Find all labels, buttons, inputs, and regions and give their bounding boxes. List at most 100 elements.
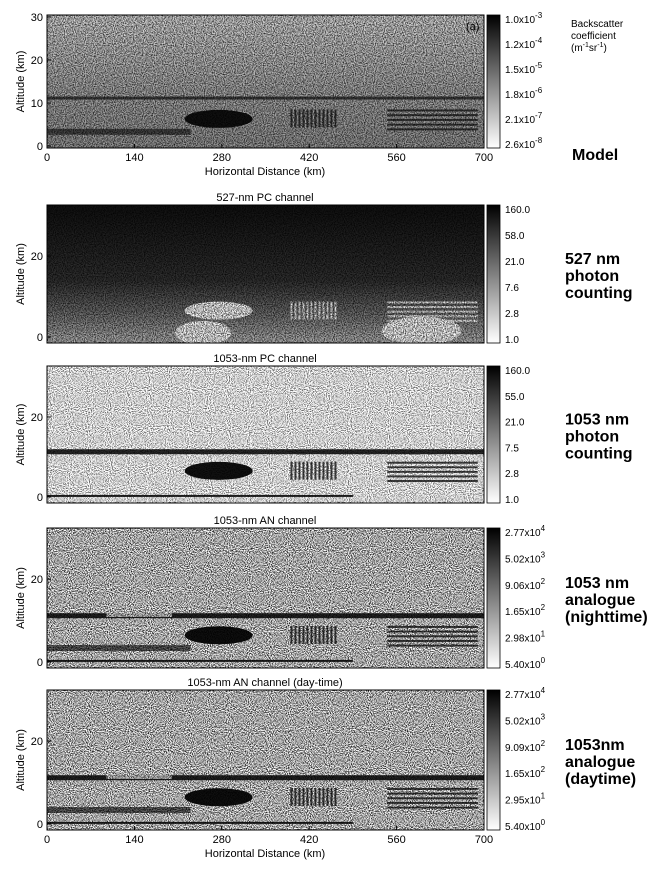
- label-base: 5.02x10: [505, 554, 541, 565]
- label-exponent: 2: [541, 577, 546, 586]
- panel-label: counting: [565, 446, 633, 463]
- label-base: 5.40x10: [505, 660, 541, 671]
- label-base: 1.8x10: [505, 90, 535, 101]
- x-axis-label: Horizontal Distance (km): [205, 848, 325, 860]
- y-tick-label: 30: [31, 12, 43, 24]
- label-exponent: -4: [535, 36, 543, 45]
- colorbar-label: 55.0: [505, 392, 525, 403]
- x-tick-label: 700: [475, 834, 493, 846]
- colorbar-title: coefficient: [571, 31, 616, 42]
- x-tick-label: 560: [387, 152, 405, 164]
- y-tick-label: 20: [31, 55, 43, 67]
- unit-base: (m: [571, 43, 583, 54]
- label-base: 1.2x10: [505, 40, 535, 51]
- label-exponent: 0: [541, 818, 546, 827]
- y-tick-label: 0: [37, 141, 43, 153]
- colorbar-unit: (m-1sr-1): [571, 42, 607, 54]
- colorbar-label: 1.65x102: [505, 603, 546, 618]
- y-axis-label: Altitude (km): [15, 404, 27, 466]
- panel-label: counting: [565, 285, 633, 302]
- colorbar-label: 2.1x10-7: [505, 111, 543, 126]
- colorbar-title: Backscatter: [571, 19, 624, 30]
- y-tick-label: 20: [31, 736, 43, 748]
- label-base: 9.09x10: [505, 743, 541, 754]
- colorbar-label: 2.98x101: [505, 630, 546, 645]
- label-exponent: -8: [535, 136, 543, 145]
- y-tick-label: 10: [31, 98, 43, 110]
- colorbar-label: 9.06x102: [505, 577, 546, 592]
- image: [47, 15, 484, 148]
- noise: [47, 15, 484, 148]
- colorbar-label: 160.0: [505, 205, 530, 216]
- colorbar-label: 5.40x100: [505, 818, 546, 833]
- label-exponent: 4: [541, 686, 546, 695]
- colorbar: [487, 15, 500, 148]
- label-exponent: 1: [541, 630, 546, 639]
- panel-label: 1053 nm: [565, 412, 629, 429]
- label-base: 2.95x10: [505, 796, 541, 807]
- colorbar-label: 2.6x10-8: [505, 136, 543, 151]
- label-base: 1.65x10: [505, 769, 541, 780]
- y-tick-label: 0: [37, 657, 43, 669]
- label-exponent: -6: [535, 86, 543, 95]
- label-base: 1.0x10: [505, 15, 535, 26]
- panel-label: photon: [565, 268, 619, 285]
- label-base: 2.1x10: [505, 115, 535, 126]
- colorbar-label: 1.0x10-3: [505, 11, 543, 26]
- x-axis-label: Horizontal Distance (km): [205, 166, 325, 178]
- x-tick-label: 280: [213, 152, 231, 164]
- label-base: 5.40x10: [505, 822, 541, 833]
- label-exponent: -7: [535, 111, 543, 120]
- panel-title: 1053-nm AN channel (day-time): [187, 677, 342, 689]
- unit-base: ): [603, 43, 606, 54]
- colorbar-label: 7.5: [505, 443, 519, 454]
- image: [47, 690, 484, 830]
- colorbar-label: 7.6: [505, 283, 519, 294]
- label-exponent: 2: [541, 603, 546, 612]
- colorbar-label: 2.77x104: [505, 686, 546, 701]
- noise: [47, 528, 484, 668]
- colorbar-label: 1.2x10-4: [505, 36, 543, 51]
- noise: [47, 205, 484, 343]
- x-tick-label: 0: [44, 152, 50, 164]
- colorbar-label: 1.8x10-6: [505, 86, 543, 101]
- y-tick-label: 20: [31, 412, 43, 424]
- colorbar: [487, 366, 500, 503]
- image: [47, 366, 484, 503]
- figure: 0102030Altitude (km)0140280420560700Hori…: [0, 0, 672, 875]
- colorbar: [487, 205, 500, 343]
- label-exponent: 4: [541, 524, 546, 533]
- y-axis-label: Altitude (km): [15, 51, 27, 113]
- colorbar-label: 1.65x102: [505, 765, 546, 780]
- colorbar-label: 2.95x101: [505, 792, 546, 807]
- label-base: 2.77x10: [505, 690, 541, 701]
- colorbar-label: 1.0: [505, 335, 519, 346]
- y-tick-label: 20: [31, 251, 43, 263]
- colorbar-label: 2.77x104: [505, 524, 546, 539]
- colorbar-label: 5.02x103: [505, 712, 546, 727]
- y-axis-label: Altitude (km): [15, 729, 27, 791]
- panel-label: (daytime): [565, 771, 636, 788]
- colorbar-label: 160.0: [505, 366, 530, 377]
- label-exponent: 3: [541, 550, 546, 559]
- panel-label: 527 nm: [565, 251, 620, 268]
- panel-label: (nighttime): [565, 609, 648, 626]
- colorbar-label: 1.0: [505, 495, 519, 506]
- colorbar-label: 5.02x103: [505, 550, 546, 565]
- colorbar-label: 2.8: [505, 469, 519, 480]
- x-tick-label: 140: [125, 152, 143, 164]
- colorbar: [487, 690, 500, 830]
- label-exponent: 0: [541, 656, 546, 665]
- noise: [47, 366, 484, 503]
- colorbar: [487, 528, 500, 668]
- panel-title: 1053-nm AN channel: [214, 515, 317, 527]
- label-base: 1.65x10: [505, 607, 541, 618]
- x-tick-label: 420: [300, 834, 318, 846]
- panel-label: analogue: [565, 592, 635, 609]
- x-tick-label: 700: [475, 152, 493, 164]
